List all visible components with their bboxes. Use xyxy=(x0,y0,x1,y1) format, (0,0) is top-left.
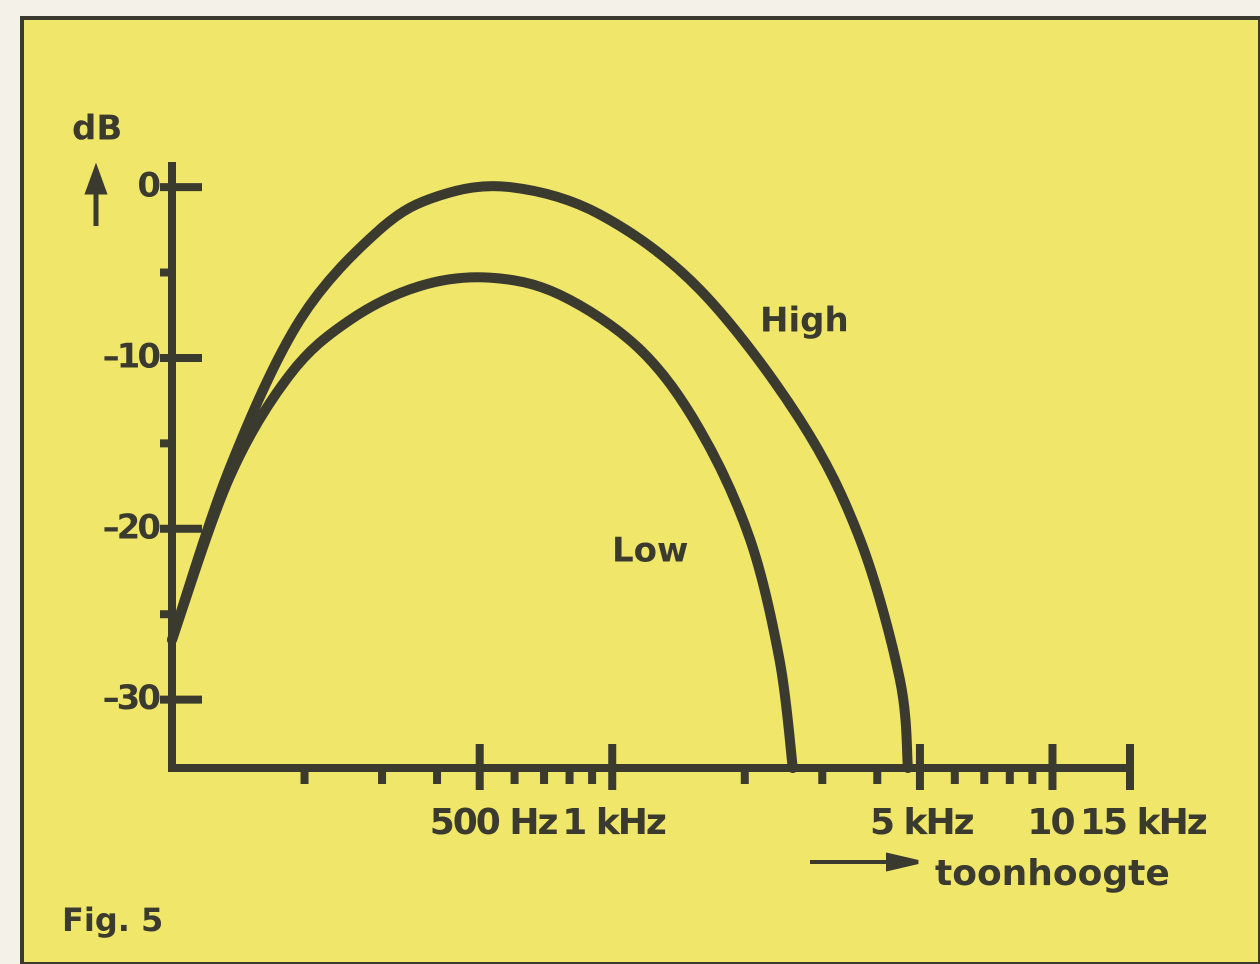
x-tick-label: 5 kHz xyxy=(870,802,974,843)
x-tick-label: 10 xyxy=(1027,802,1074,843)
line xyxy=(167,181,913,773)
series-label: Low xyxy=(612,531,688,571)
y-tick-label: –20 xyxy=(103,507,161,547)
y-tick-label: –30 xyxy=(103,678,161,718)
y-tick-label: 0 xyxy=(137,166,160,206)
x-tick-label: 500 Hz xyxy=(430,802,558,843)
line xyxy=(167,272,798,773)
x-arrow xyxy=(810,852,919,872)
series-label: High xyxy=(760,301,849,341)
y-tick-label: –10 xyxy=(103,336,161,376)
x-tick-label: 15 kHz xyxy=(1080,802,1207,843)
y-axis-label: dB xyxy=(72,109,122,149)
x-axis-label: toonhoogte xyxy=(935,853,1170,894)
figure-label: Fig. 5 xyxy=(62,901,163,939)
x-tick-label: 1 kHz xyxy=(562,802,666,843)
y-arrow xyxy=(84,162,108,226)
